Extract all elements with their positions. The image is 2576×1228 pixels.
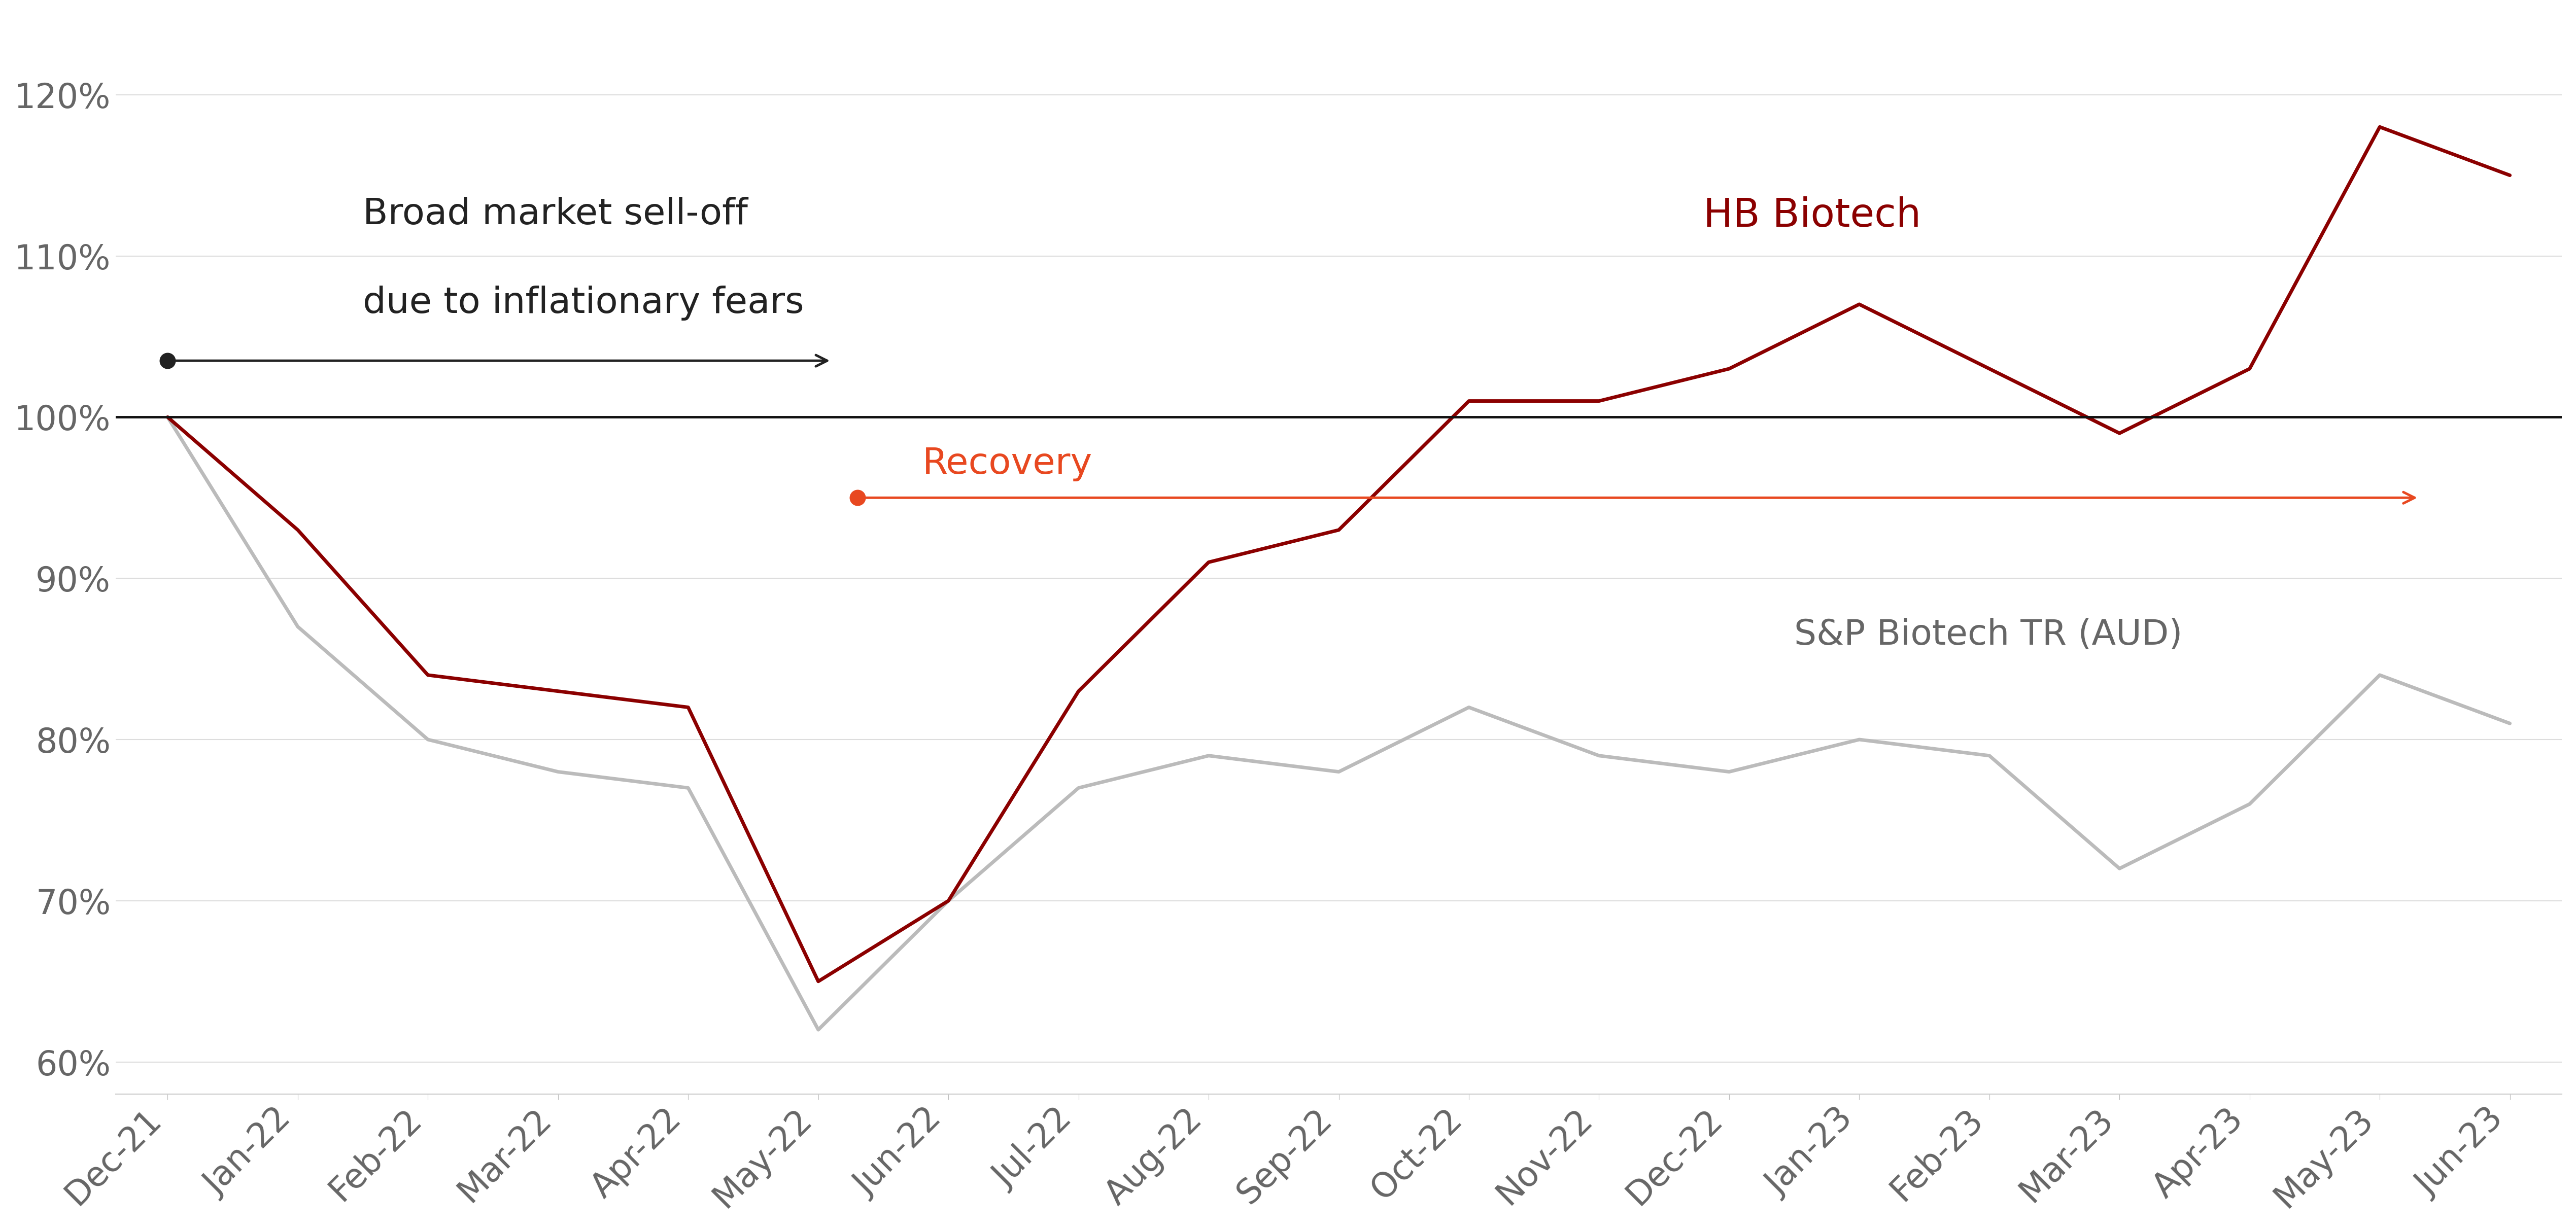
Text: HB Biotech: HB Biotech <box>1703 196 1922 235</box>
Text: Recovery: Recovery <box>922 447 1092 481</box>
Text: due to inflationary fears: due to inflationary fears <box>363 285 804 321</box>
Text: Broad market sell-off: Broad market sell-off <box>363 196 747 232</box>
Text: S&P Biotech TR (AUD): S&P Biotech TR (AUD) <box>1795 618 2182 652</box>
